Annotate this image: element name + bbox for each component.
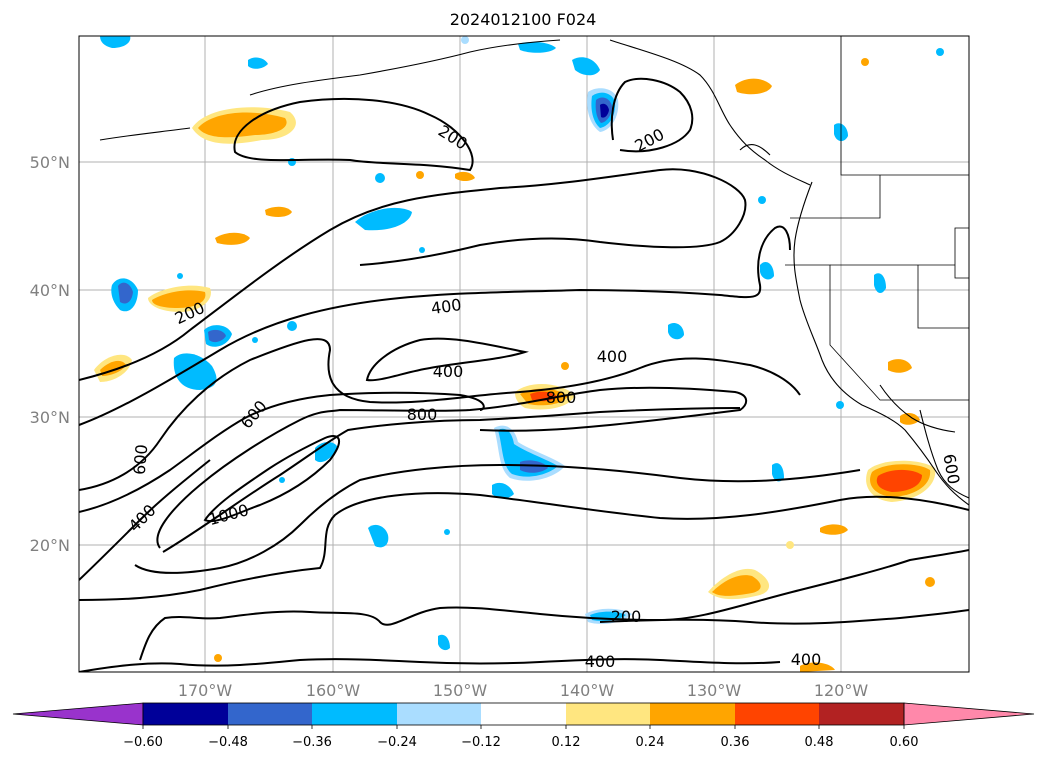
colorbar-tick-label: −0.36	[292, 735, 332, 750]
map-title: 2024012100 F024	[450, 10, 597, 29]
contour-label: 400	[597, 347, 628, 366]
colorbar-tick-label: −0.48	[208, 735, 248, 750]
borders	[785, 36, 969, 401]
colorbar-segment	[819, 703, 904, 725]
lat-label: 50°N	[30, 153, 70, 172]
colorbar-segment	[481, 703, 566, 725]
colorbar-segment	[566, 703, 650, 725]
colorbar-extend-right	[903, 702, 1035, 726]
colorbar-tick-label: 0.60	[890, 735, 919, 750]
colorbar-tick-label: 0.12	[552, 735, 581, 750]
colorbar-tick-label: 0.36	[721, 735, 750, 750]
latitude-labels: 50°N 40°N 30°N 20°N	[30, 153, 70, 555]
contour-label: 800	[407, 405, 438, 424]
lat-label: 20°N	[30, 536, 70, 555]
colorbar-segment	[228, 703, 312, 725]
colorbar-segment	[143, 703, 228, 725]
longitude-labels: 170°W 160°W 150°W 140°W 130°W 120°W	[178, 681, 869, 700]
contour-label: 200	[435, 121, 471, 153]
lat-label: 40°N	[30, 281, 70, 300]
coastlines	[99, 39, 969, 506]
contour-label: 200	[611, 607, 642, 626]
colorbar-tick-label: −0.12	[461, 735, 501, 750]
contour-label: 600	[237, 397, 271, 433]
colorbar-tick-label: 0.24	[636, 735, 665, 750]
map-area: 200 200 200 200 400 400 400 400 400 400 …	[79, 36, 969, 672]
colorbar-segment	[397, 703, 481, 725]
colorbar-extend-left	[12, 702, 144, 726]
colorbar-tick-label: −0.24	[377, 735, 417, 750]
contour-label: 400	[430, 295, 463, 318]
colorbar-segment	[312, 703, 397, 725]
lon-label: 140°W	[560, 681, 615, 700]
colorbar-tick-label: −0.60	[123, 735, 163, 750]
lon-label: 120°W	[814, 681, 869, 700]
contour-label: 400	[585, 652, 616, 671]
negative-anomaly-shading	[100, 36, 944, 651]
colorbar-segment	[650, 703, 735, 725]
lon-label: 130°W	[687, 681, 742, 700]
contour-label: 1000	[206, 500, 250, 529]
colorbar-segment	[735, 703, 819, 725]
lat-label: 30°N	[30, 408, 70, 427]
lon-label: 170°W	[178, 681, 233, 700]
contour-label: 600	[130, 443, 152, 475]
lon-label: 150°W	[433, 681, 488, 700]
lon-label: 160°W	[306, 681, 361, 700]
contour-label: 400	[433, 362, 464, 381]
height-contours	[79, 77, 969, 672]
colorbar-tick-label: 0.48	[805, 735, 834, 750]
contour-label: 800	[546, 388, 577, 407]
positive-anomaly-shading	[94, 58, 936, 672]
map-frame	[78, 35, 970, 673]
colorbar: −0.60 −0.48 −0.36 −0.24 −0.12 0.12 0.24 …	[12, 702, 1035, 750]
gridlines	[79, 36, 969, 672]
contour-label: 400	[791, 650, 822, 669]
